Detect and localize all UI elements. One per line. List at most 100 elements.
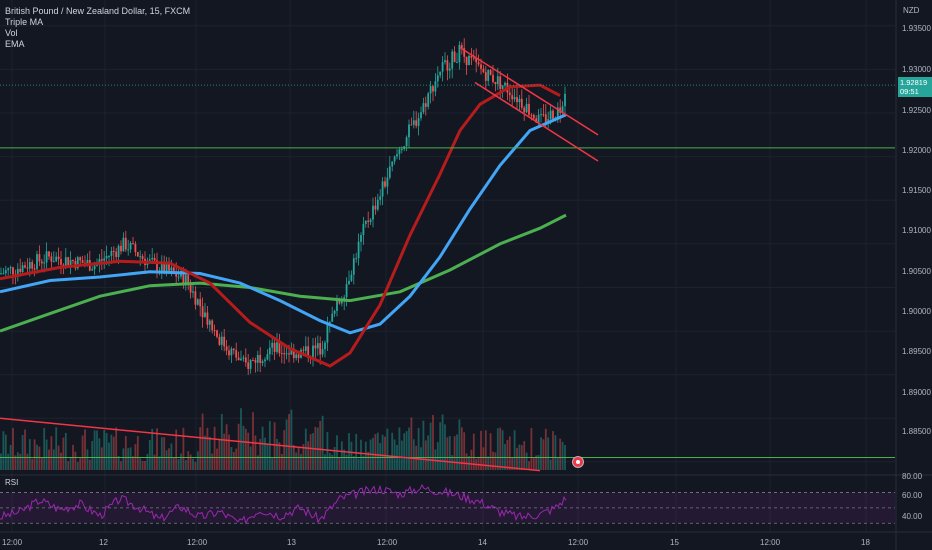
candle-body xyxy=(216,330,218,337)
volume-bar xyxy=(86,449,89,470)
volume-bar xyxy=(76,461,79,470)
volume-bar xyxy=(261,426,264,470)
candle-body xyxy=(105,255,108,259)
candle-body xyxy=(91,269,94,271)
volume-bar xyxy=(446,437,449,470)
volume-bar xyxy=(165,450,168,470)
volume-bar xyxy=(177,458,180,470)
volume-bar xyxy=(410,417,413,470)
volume-bar xyxy=(463,432,466,470)
ema-fast-line xyxy=(0,83,561,368)
alert-icon[interactable] xyxy=(572,456,584,468)
price-tick: 1.93500 xyxy=(902,24,931,33)
volume-bar xyxy=(187,451,190,470)
candle-body xyxy=(561,106,564,113)
candle-body xyxy=(381,181,384,197)
volume-bar xyxy=(530,427,533,470)
volume-bar xyxy=(230,447,233,470)
candle-body xyxy=(453,51,456,63)
volume-bar xyxy=(343,449,346,470)
indicator-vol[interactable]: Vol xyxy=(5,28,18,38)
volume-bar xyxy=(189,454,192,470)
candle-body xyxy=(432,86,434,92)
volume-bar xyxy=(144,460,146,470)
candle-body xyxy=(398,149,401,155)
indicator-ema[interactable]: EMA xyxy=(5,39,25,49)
candle-body xyxy=(189,284,192,293)
time-tick: 14 xyxy=(478,538,487,547)
volume-bar xyxy=(362,455,365,470)
candle-body xyxy=(492,74,494,82)
volume-bar xyxy=(43,428,46,470)
price-tick: 1.90500 xyxy=(902,267,931,276)
volume-bar xyxy=(280,454,283,470)
candle-body xyxy=(456,62,458,64)
candle-body xyxy=(420,112,422,119)
volume-bar xyxy=(482,447,485,470)
volume-bar xyxy=(112,436,115,470)
candle-body xyxy=(134,243,137,253)
volume-bar xyxy=(489,433,492,470)
candle-body xyxy=(177,276,180,278)
volume-bar xyxy=(249,446,252,470)
volume-bar xyxy=(357,458,360,470)
indicator-triple-ma[interactable]: Triple MA xyxy=(5,17,44,27)
volume-bar xyxy=(516,447,518,470)
candle-body xyxy=(446,60,449,71)
candle-body xyxy=(184,275,187,286)
volume-bar xyxy=(151,428,154,470)
volume-bar xyxy=(24,429,26,470)
currency-label[interactable]: NZD xyxy=(903,6,920,15)
price-tick: 1.89500 xyxy=(902,347,931,356)
price-tick: 1.90000 xyxy=(902,307,931,316)
volume-bar xyxy=(124,436,127,470)
volume-bar xyxy=(235,448,238,470)
candle-body xyxy=(396,154,398,157)
candle-body xyxy=(156,260,158,272)
time-tick: 12 xyxy=(99,538,108,547)
candle-body xyxy=(338,300,341,304)
volume-bar xyxy=(542,439,545,470)
volume-bar xyxy=(480,430,482,470)
candle-body xyxy=(480,64,482,69)
candle-body xyxy=(21,265,24,272)
symbol-title[interactable]: British Pound / New Zealand Dollar, 15, … xyxy=(5,6,191,16)
volume-bar xyxy=(412,439,415,470)
candle-body xyxy=(264,359,266,362)
candle-body xyxy=(319,343,322,355)
candle-body xyxy=(223,336,226,347)
candle-body xyxy=(110,250,113,256)
volume-bar xyxy=(544,428,547,470)
candle-body xyxy=(391,161,394,167)
volume-bar xyxy=(470,449,473,470)
candle-body xyxy=(429,86,432,94)
drawn-lines[interactable] xyxy=(0,46,895,472)
volume-bar xyxy=(170,443,173,470)
volume-bar xyxy=(360,439,362,470)
candle-body xyxy=(170,267,173,271)
candle-body xyxy=(436,75,439,82)
candle-body xyxy=(276,342,278,352)
volume-bar xyxy=(508,436,511,470)
volume-bar xyxy=(350,441,353,470)
candle-body xyxy=(465,56,468,66)
volume-bar xyxy=(199,427,202,470)
volume-bar xyxy=(110,434,113,470)
volume-bar xyxy=(504,444,506,470)
volume-bar xyxy=(115,427,118,470)
candle-body xyxy=(4,270,7,274)
volume-bar xyxy=(559,438,562,470)
candle-body xyxy=(499,76,502,89)
candle-body xyxy=(12,267,14,275)
candle-body xyxy=(93,265,96,270)
candle-body xyxy=(50,256,53,262)
volume-bar xyxy=(331,454,334,470)
volume-bar xyxy=(52,449,55,470)
rsi-title[interactable]: RSI xyxy=(5,478,19,487)
volume-bar xyxy=(0,453,2,470)
candle-body xyxy=(151,257,154,260)
candle-body xyxy=(81,260,84,263)
volume-bar xyxy=(16,452,19,470)
volume-bar xyxy=(4,434,7,470)
